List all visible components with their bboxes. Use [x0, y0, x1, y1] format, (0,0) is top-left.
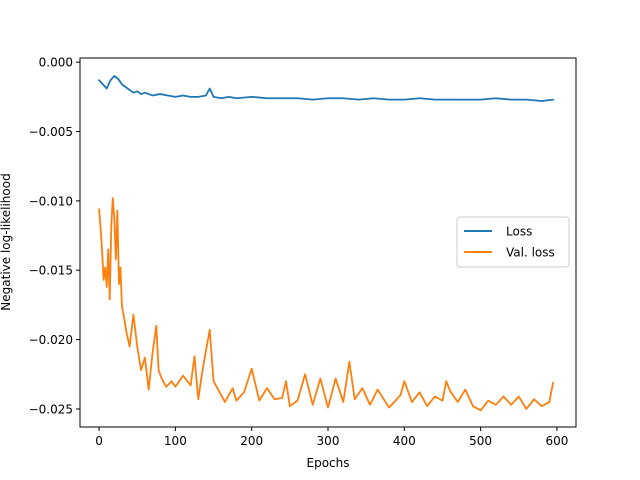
series-line-0	[98, 75, 555, 102]
y-axis-label: Negative log-likelihood	[0, 173, 13, 310]
y-axis: 0.000 −0.005 −0.010 −0.015 −0.020 −0.025	[29, 56, 80, 416]
legend: Loss Val. loss	[456, 216, 570, 268]
plot-layer	[98, 75, 555, 412]
x-tick-label: 300	[317, 434, 340, 448]
legend-label-val-loss: Val. loss	[506, 246, 555, 260]
x-axis: 0 100 200 300 400 500 600	[95, 427, 568, 448]
y-tick-label: −0.005	[29, 125, 73, 139]
legend-label-loss: Loss	[506, 225, 532, 239]
y-tick-label: −0.020	[29, 333, 73, 347]
y-tick-label: −0.025	[29, 402, 73, 416]
x-tick-label: 400	[393, 434, 416, 448]
x-tick-label: 500	[469, 434, 492, 448]
x-tick-label: 0	[95, 434, 103, 448]
series-line-1	[98, 197, 555, 412]
y-tick-label: −0.010	[29, 194, 73, 208]
x-tick-label: 600	[545, 434, 568, 448]
legend-box	[456, 216, 570, 268]
x-tick-label: 200	[240, 434, 263, 448]
y-tick-label: −0.015	[29, 264, 73, 278]
x-axis-label: Epochs	[307, 456, 350, 470]
y-tick-label: 0.000	[39, 56, 73, 70]
x-tick-label: 100	[164, 434, 187, 448]
